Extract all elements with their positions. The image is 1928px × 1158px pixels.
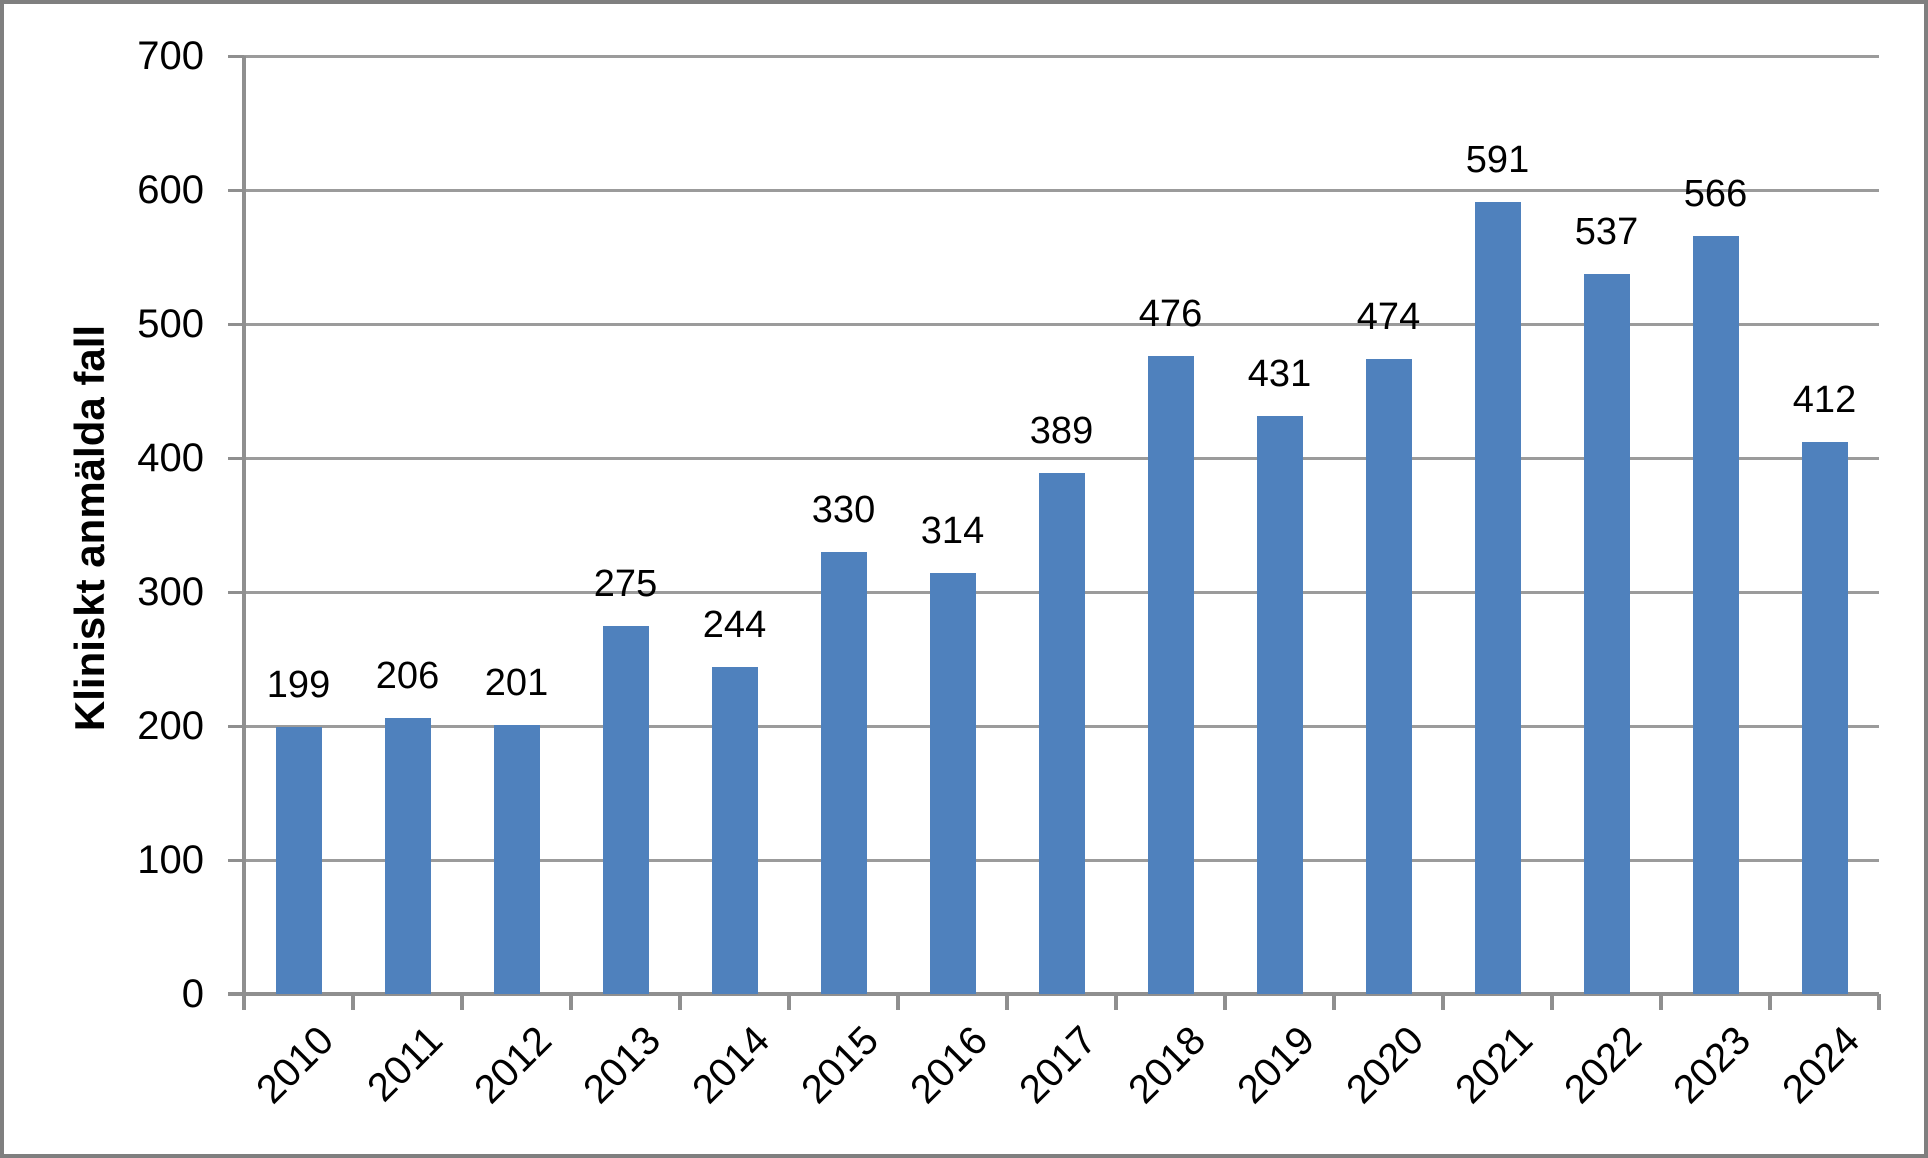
y-tick-label-100: 100 — [137, 838, 204, 882]
x-axis-tick-14 — [1768, 994, 1772, 1010]
y-axis-tick-600 — [228, 189, 244, 192]
bar-2011 — [384, 717, 431, 994]
bar-2019 — [1256, 416, 1303, 994]
x-tick-label-2017: 2017 — [1010, 1018, 1105, 1113]
x-tick-label-2010: 2010 — [247, 1018, 342, 1113]
bar-2018 — [1147, 356, 1194, 994]
y-axis-tick-500 — [228, 323, 244, 326]
x-axis-tick-3 — [569, 994, 573, 1010]
x-axis-tick-4 — [678, 994, 682, 1010]
x-tick-label-2014: 2014 — [683, 1018, 778, 1113]
bar-2016 — [929, 573, 976, 994]
bar-2014 — [711, 667, 758, 994]
x-tick-label-2024: 2024 — [1773, 1018, 1868, 1113]
bar-2017 — [1038, 472, 1085, 994]
x-axis-tick-7 — [1005, 994, 1009, 1010]
x-tick-label-2021: 2021 — [1446, 1018, 1541, 1113]
value-label-2011: 206 — [375, 654, 440, 697]
bar-2015 — [820, 551, 867, 994]
x-axis-tick-12 — [1550, 994, 1554, 1010]
y-axis-title: Kliniskt anmälda fall — [66, 324, 113, 732]
value-label-2017: 389 — [1029, 409, 1094, 452]
y-axis-tick-300 — [228, 591, 244, 594]
x-tick-label-2013: 2013 — [574, 1018, 669, 1113]
x-axis-tick-15 — [1877, 994, 1881, 1010]
x-tick-label-2016: 2016 — [901, 1018, 996, 1113]
value-label-2013: 275 — [593, 562, 658, 605]
gridline-600 — [244, 189, 1879, 192]
y-axis-tick-100 — [228, 859, 244, 862]
x-tick-label-2018: 2018 — [1119, 1018, 1214, 1113]
value-label-2015: 330 — [811, 488, 876, 531]
value-label-2016: 314 — [920, 510, 985, 553]
bar-2022 — [1583, 274, 1630, 994]
gridline-500 — [244, 323, 1879, 326]
value-label-2010: 199 — [266, 664, 331, 707]
value-label-2020: 474 — [1356, 295, 1421, 338]
value-label-2018: 476 — [1138, 293, 1203, 336]
value-label-2021: 591 — [1465, 139, 1530, 182]
y-tick-label-500: 500 — [137, 302, 204, 346]
x-axis-tick-11 — [1441, 994, 1445, 1010]
bar-2010 — [275, 727, 322, 994]
x-tick-label-2015: 2015 — [792, 1018, 887, 1113]
y-axis-tick-700 — [228, 55, 244, 58]
value-label-2014: 244 — [702, 604, 767, 647]
y-tick-label-300: 300 — [137, 570, 204, 614]
value-label-2019: 431 — [1247, 353, 1312, 396]
x-axis-tick-9 — [1223, 994, 1227, 1010]
x-axis-tick-1 — [351, 994, 355, 1010]
bar-2013 — [602, 625, 649, 994]
x-tick-label-2023: 2023 — [1664, 1018, 1759, 1113]
gridline-400 — [244, 457, 1879, 460]
y-tick-label-200: 200 — [137, 704, 204, 748]
y-axis-line — [242, 56, 246, 996]
y-tick-label-600: 600 — [137, 168, 204, 212]
bar-2021 — [1474, 202, 1521, 994]
gridline-700 — [244, 55, 1879, 58]
x-tick-label-2012: 2012 — [465, 1018, 560, 1113]
bar-2024 — [1801, 441, 1848, 994]
x-tick-label-2020: 2020 — [1337, 1018, 1432, 1113]
x-tick-label-2011: 2011 — [358, 1018, 451, 1110]
x-axis-tick-2 — [460, 994, 464, 1010]
value-label-2012: 201 — [484, 661, 549, 704]
y-axis-tick-200 — [228, 725, 244, 728]
value-label-2022: 537 — [1574, 211, 1639, 254]
x-axis-tick-6 — [896, 994, 900, 1010]
y-axis-tick-400 — [228, 457, 244, 460]
x-axis-line — [228, 992, 1879, 996]
bar-2012 — [493, 724, 540, 994]
x-axis-tick-10 — [1332, 994, 1336, 1010]
bar-2023 — [1692, 235, 1739, 994]
x-tick-label-2019: 2019 — [1228, 1018, 1323, 1113]
y-tick-label-700: 700 — [137, 34, 204, 78]
x-tick-label-2022: 2022 — [1555, 1018, 1650, 1113]
y-tick-label-0: 0 — [181, 972, 204, 1016]
y-tick-label-400: 400 — [137, 436, 204, 480]
value-label-2024: 412 — [1792, 378, 1857, 421]
x-axis-tick-8 — [1114, 994, 1118, 1010]
bar-2020 — [1365, 358, 1412, 994]
x-axis-tick-5 — [787, 994, 791, 1010]
value-label-2023: 566 — [1683, 172, 1748, 215]
x-axis-tick-13 — [1659, 994, 1663, 1010]
x-axis-tick-0 — [242, 994, 246, 1010]
